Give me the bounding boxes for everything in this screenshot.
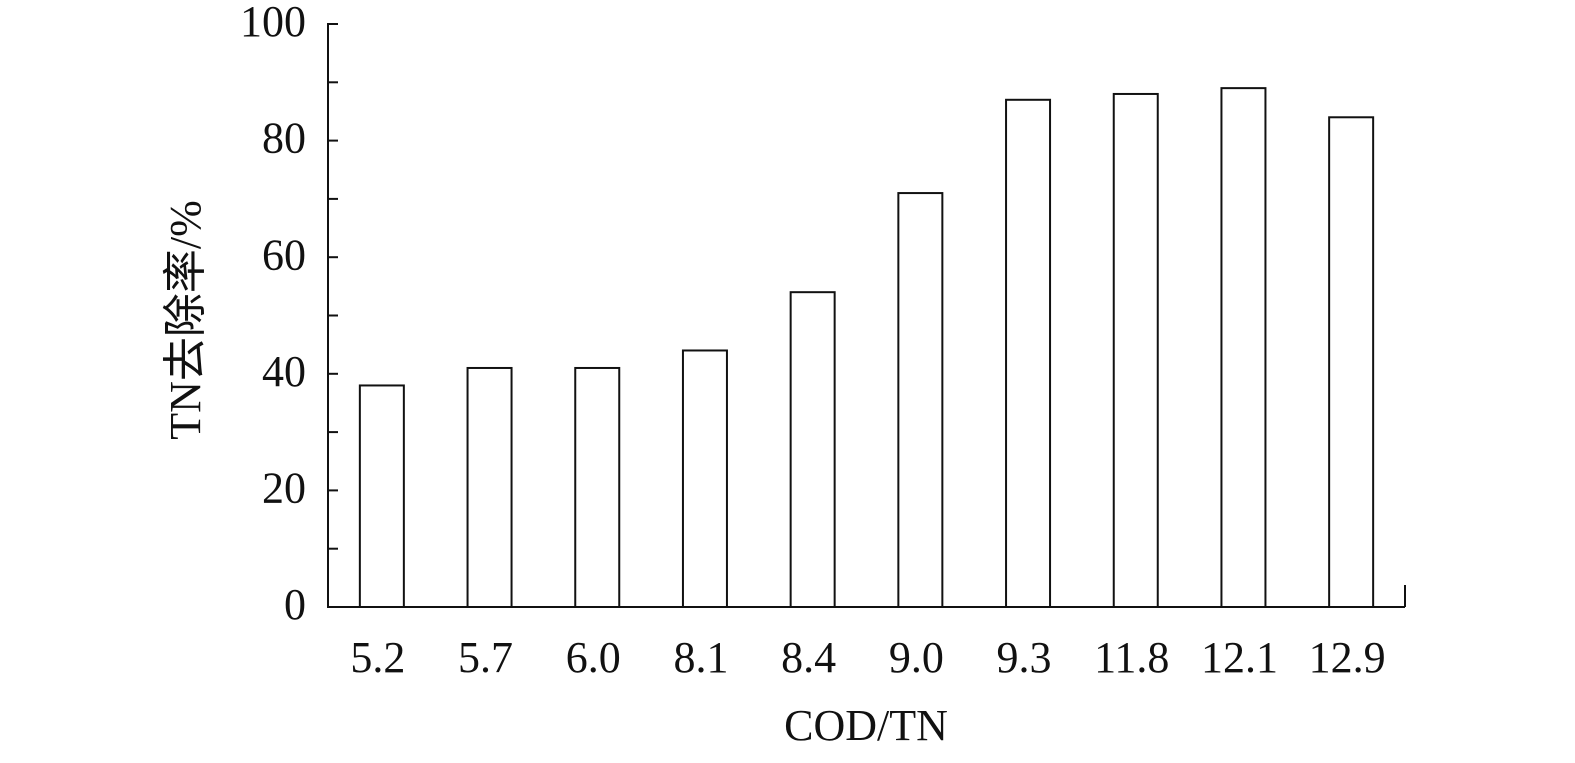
x-tick-label: 8.1 [673, 633, 728, 682]
bar [897, 192, 944, 608]
y-tick-label: 40 [262, 347, 306, 396]
bar [1328, 116, 1375, 608]
bar [681, 349, 728, 608]
y-axis-label: TN去除率/% [161, 200, 210, 440]
bar [789, 291, 836, 608]
y-tick-label: 80 [262, 114, 306, 163]
x-axis-label: COD/TN [784, 701, 948, 750]
bar [466, 366, 513, 608]
x-tick-label: 11.8 [1094, 633, 1169, 682]
x-tick-label: 9.0 [889, 633, 944, 682]
x-tick-label: 12.1 [1201, 633, 1278, 682]
x-tick-label: 8.4 [781, 633, 836, 682]
bar [1005, 98, 1052, 608]
bar [574, 366, 621, 608]
x-tick-label: 5.2 [350, 633, 405, 682]
bar [1220, 87, 1267, 608]
y-tick-label: 100 [240, 0, 306, 46]
x-tick-label: 9.3 [997, 633, 1052, 682]
y-tick-label: 0 [284, 580, 306, 629]
y-tick-label: 20 [262, 463, 306, 512]
x-tick-label: 6.0 [566, 633, 621, 682]
bar [358, 384, 405, 608]
bar [1112, 92, 1159, 608]
x-tick-label: 5.7 [458, 633, 513, 682]
x-tick-label: 12.9 [1309, 633, 1386, 682]
y-tick-label: 60 [262, 230, 306, 279]
